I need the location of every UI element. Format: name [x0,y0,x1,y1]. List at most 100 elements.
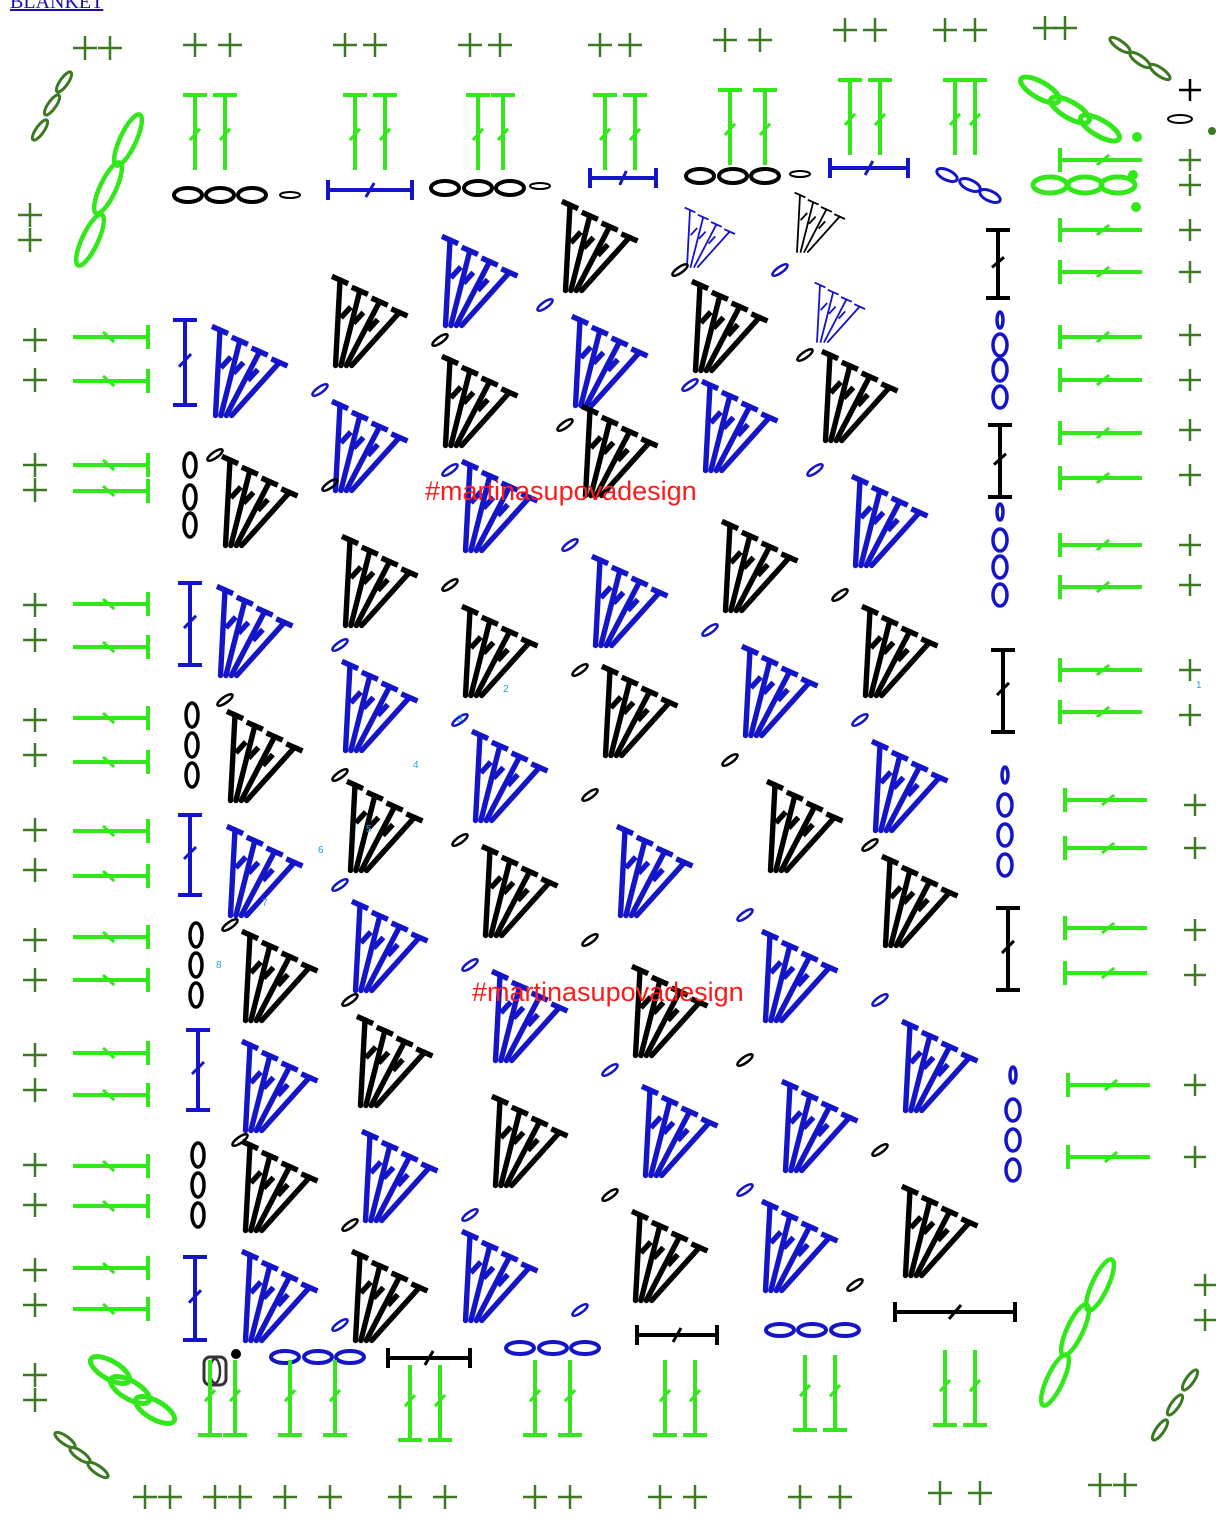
double-crochet-cluster-icon [460,1228,539,1324]
half-double-crochet-icon [73,635,150,659]
double-crochet-cluster-icon [570,313,649,409]
chain-stitch-icon [1108,35,1132,55]
half-double-crochet-icon [996,906,1020,992]
double-crochet-cluster-icon [480,843,559,939]
chain-stitch-icon [991,357,1009,383]
chain-stitch-icon [54,70,74,94]
half-double-crochet-icon [1058,218,1142,242]
chain-stitch-icon [1167,114,1193,124]
chain-stitch-icon [871,993,889,1007]
half-double-crochet-icon [73,1194,150,1218]
chain-stitch-icon [184,731,200,759]
half-double-crochet-icon [173,318,197,407]
single-crochet-icon [273,1485,297,1509]
chain-stitch-icon [182,511,198,539]
half-double-crochet-icon [73,819,150,843]
row-number-4: 4 [413,760,419,771]
chain-stitch-icon [529,182,551,190]
pattern-link[interactable]: BLANKET [10,0,104,13]
single-crochet-icon [133,1485,157,1509]
chain-stitch-icon [269,1349,301,1365]
row-number-1: 1 [1196,680,1202,691]
chain-stitch-icon [107,1374,153,1406]
double-crochet-cluster-icon [760,1198,839,1294]
double-crochet-cluster-icon [240,1248,319,1344]
half-double-crochet-icon [1058,148,1142,172]
single-crochet-icon [1184,919,1206,941]
half-double-crochet-icon [1058,466,1142,490]
chain-stitch-icon [504,1340,536,1356]
half-double-crochet-icon [1058,325,1142,349]
double-crochet-cluster-icon [460,458,539,554]
chain-stitch-icon [91,160,125,216]
chain-stitch-icon [1180,1368,1200,1392]
double-crochet-cluster-icon [215,583,294,679]
chain-stitch-icon [461,1208,479,1222]
single-crochet-icon [23,1043,47,1067]
chain-stitch-icon [871,1143,889,1157]
half-double-crochet-icon [653,1360,677,1437]
chain-stitch-icon [736,908,754,922]
half-double-crochet-icon [523,1360,547,1437]
half-double-crochet-icon [558,1360,582,1437]
chain-stitch-icon [441,578,459,592]
chain-stitch-icon [231,1133,249,1147]
chain-stitch-icon [188,951,204,979]
single-crochet-icon [183,33,207,57]
half-double-crochet-icon [466,93,490,170]
single-crochet-icon [1053,16,1077,40]
slip-stitch-icon [1128,170,1138,180]
chain-stitch-icon [829,1322,861,1338]
half-double-crochet-icon [1058,700,1142,724]
half-double-crochet-icon [838,78,862,155]
half-double-crochet-icon [73,1083,150,1107]
double-crochet-cluster-icon [850,473,929,569]
watermark-upper: #martinasupovadesign [425,476,697,506]
chain-stitch-icon [671,263,689,277]
chain-stitch-icon [1018,74,1062,106]
half-double-crochet-icon [793,1355,817,1432]
chain-stitch-icon [216,693,234,707]
single-crochet-icon [333,33,357,57]
single-crochet-icon [833,18,857,42]
half-double-crochet-icon [73,479,150,503]
chain-stitch-icon [561,538,579,552]
double-crochet-cluster-icon [630,1208,709,1304]
chain-stitch-icon [1004,1157,1022,1183]
single-crochet-icon [23,1078,47,1102]
chain-stitch-icon [182,451,198,479]
half-double-crochet-icon [753,88,777,165]
chain-stitch-icon [441,463,459,477]
chain-stitch-icon [42,93,62,117]
half-double-crochet-icon [343,93,367,170]
double-crochet-cluster-icon [900,1018,979,1114]
chain-stitch-icon [1004,1127,1022,1153]
chain-stitch-icon [461,958,479,972]
single-crochet-icon [18,203,42,227]
half-double-crochet-icon [823,1355,847,1432]
chain-stitch-icon [991,384,1009,410]
single-crochet-icon [1184,1074,1206,1096]
chain-stitch-icon [717,167,749,185]
single-crochet-icon [968,1481,992,1505]
chain-stitch-icon [736,1053,754,1067]
chain-stitch-icon [132,1394,178,1426]
single-crochet-icon [1179,464,1201,486]
chain-stitch-icon [188,921,204,949]
half-double-crochet-icon [178,581,202,667]
double-crochet-cluster-icon [340,658,419,754]
single-crochet-icon [1194,1274,1216,1296]
double-crochet-cluster-icon [760,928,839,1024]
single-crochet-icon [1179,174,1201,196]
single-crochet-icon [1179,369,1201,391]
half-double-crochet-icon [933,1350,957,1427]
chain-stitch-icon [935,167,959,183]
chain-stitch-icon [206,448,224,462]
single-crochet-icon [1184,1146,1206,1168]
half-double-crochet-icon [718,88,742,165]
single-crochet-icon [1184,964,1206,986]
chain-stitch-icon [188,981,204,1009]
double-crochet-cluster-icon [225,823,304,919]
double-crochet-cluster-icon [870,738,949,834]
single-crochet-icon [488,33,512,57]
